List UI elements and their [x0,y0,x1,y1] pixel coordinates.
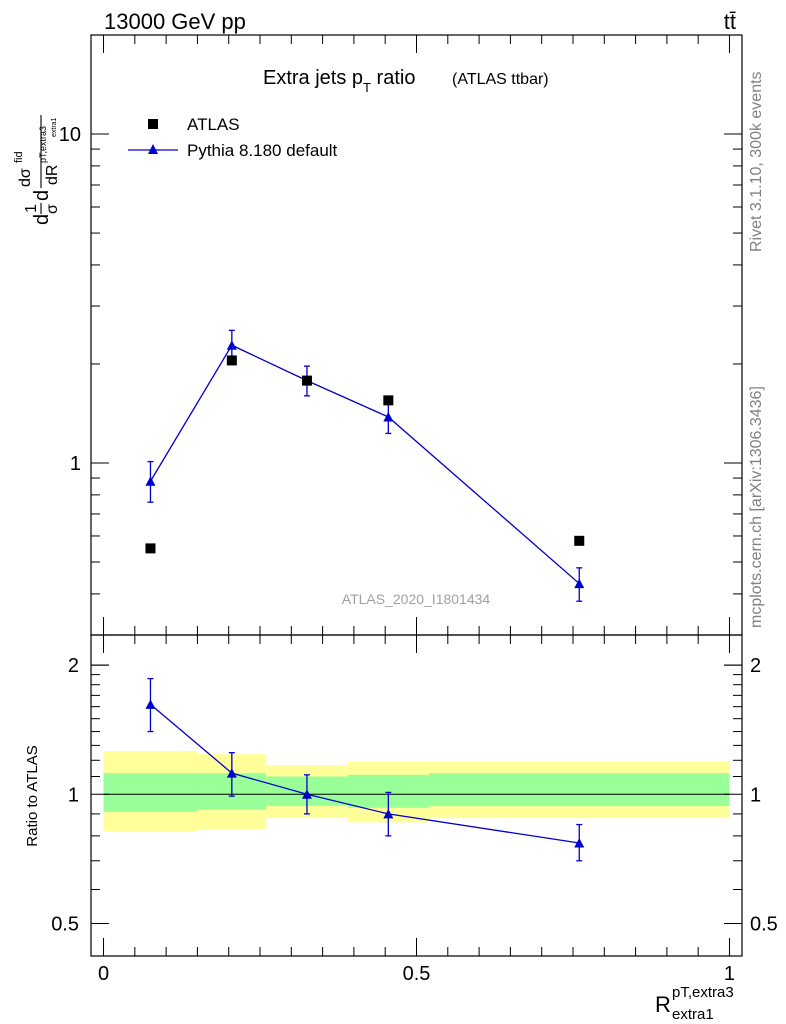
data-point [226,355,237,366]
mc-point [383,411,394,422]
ratio-point [145,699,156,709]
ratio-y-tick-label: 2 [68,655,79,677]
ratio-y-tick-label-right: 2 [750,655,761,677]
x-axis-label-main: R [655,992,671,1017]
legend: ATLAS Pythia 8.180 default [128,115,338,160]
main-y-label-one: 1 [23,204,40,213]
main-panel: 1 10 Extra jets pT ratio (ATLAS ttbar) AT… [13,34,743,636]
ratio-y-tick-label-right: 0.5 [750,913,778,935]
main-y-label-dsig: dσ [17,168,34,187]
ratio-point [574,838,585,848]
mc-point [574,578,585,589]
x-axis-label-sup: pT,extra3 [672,984,734,1001]
band-inner [103,773,198,812]
main-series [145,329,585,602]
main-y-label-sub: extra1 [51,117,58,137]
ratio-y-tick-label: 0.5 [51,913,79,935]
x-axis-label-sub: extra1 [672,1006,714,1023]
main-title-tail: ratio [371,67,415,89]
main-y-tick-label: 10 [59,124,81,146]
ratio-y-ticks: 0.5 0.5 1 1 2 2 [51,655,778,935]
main-y-ticks: 1 10 [59,34,742,636]
legend-marker-mc [148,144,158,154]
mc-point [145,476,156,486]
main-y-label: d 1 σ d dσ fid dR pT,extra3 extra1 [13,115,61,225]
x-tick-label: 0.5 [403,963,431,985]
legend-label-mc: Pythia 8.180 default [187,141,338,160]
energy-label: 13000 GeV pp [104,9,246,34]
main-title: Extra jets pT ratio [263,67,415,95]
main-title-note: (ATLAS ttbar) [452,71,549,88]
ratio-frame [90,634,743,957]
process-label: tt̄ [724,9,736,34]
legend-label-data: ATLAS [187,115,240,134]
ratio-y-tick-label-right: 1 [750,784,761,806]
x-tick-label: 1 [724,963,735,985]
main-title-sub: T [363,80,371,95]
ratio-point [226,768,237,778]
data-point [145,543,156,554]
ratio-x-ticks: 0 0.5 1 [98,635,735,985]
ratio-panel: 0.5 0.51 12 2 0 0.5 1 Ratio to ATLAS R pT,ext… [24,634,778,1023]
band-inner [429,773,730,806]
data-point [383,395,394,406]
mc-point [226,340,237,350]
main-y-label-sup: pT,extra3 [38,126,48,163]
main-y-tick-label: 1 [70,453,81,475]
legend-marker-data [148,119,158,129]
main-y-label-fid: fid [13,151,25,163]
main-y-label-dR: dR [44,165,61,185]
ratio-point [301,789,312,799]
ratio-point [383,808,394,819]
x-tick-label: 0 [98,963,109,985]
mc-line [149,344,580,585]
ratio-bands [103,751,730,832]
analysis-label: ATLAS_2020_I1801434 [342,591,491,607]
main-y-label-d: d [31,214,53,225]
ratio-y-tick-label: 1 [68,784,79,806]
ratio-y-label: Ratio to ATLAS [24,745,41,846]
x-axis-label: R pT,extra3 extra1 [655,984,734,1023]
rivet-label: Rivet 3.1.10, 300k events [748,71,765,252]
mcplots-label: mcplots.cern.ch [arXiv:1306.3436] [748,386,765,628]
ratio-series [145,677,585,862]
main-title-text: Extra jets p [263,67,363,89]
data-point [574,535,585,546]
main-y-label-d2: d [31,190,53,201]
main-y-label-sigma: σ [44,204,61,214]
data-point [301,375,312,386]
